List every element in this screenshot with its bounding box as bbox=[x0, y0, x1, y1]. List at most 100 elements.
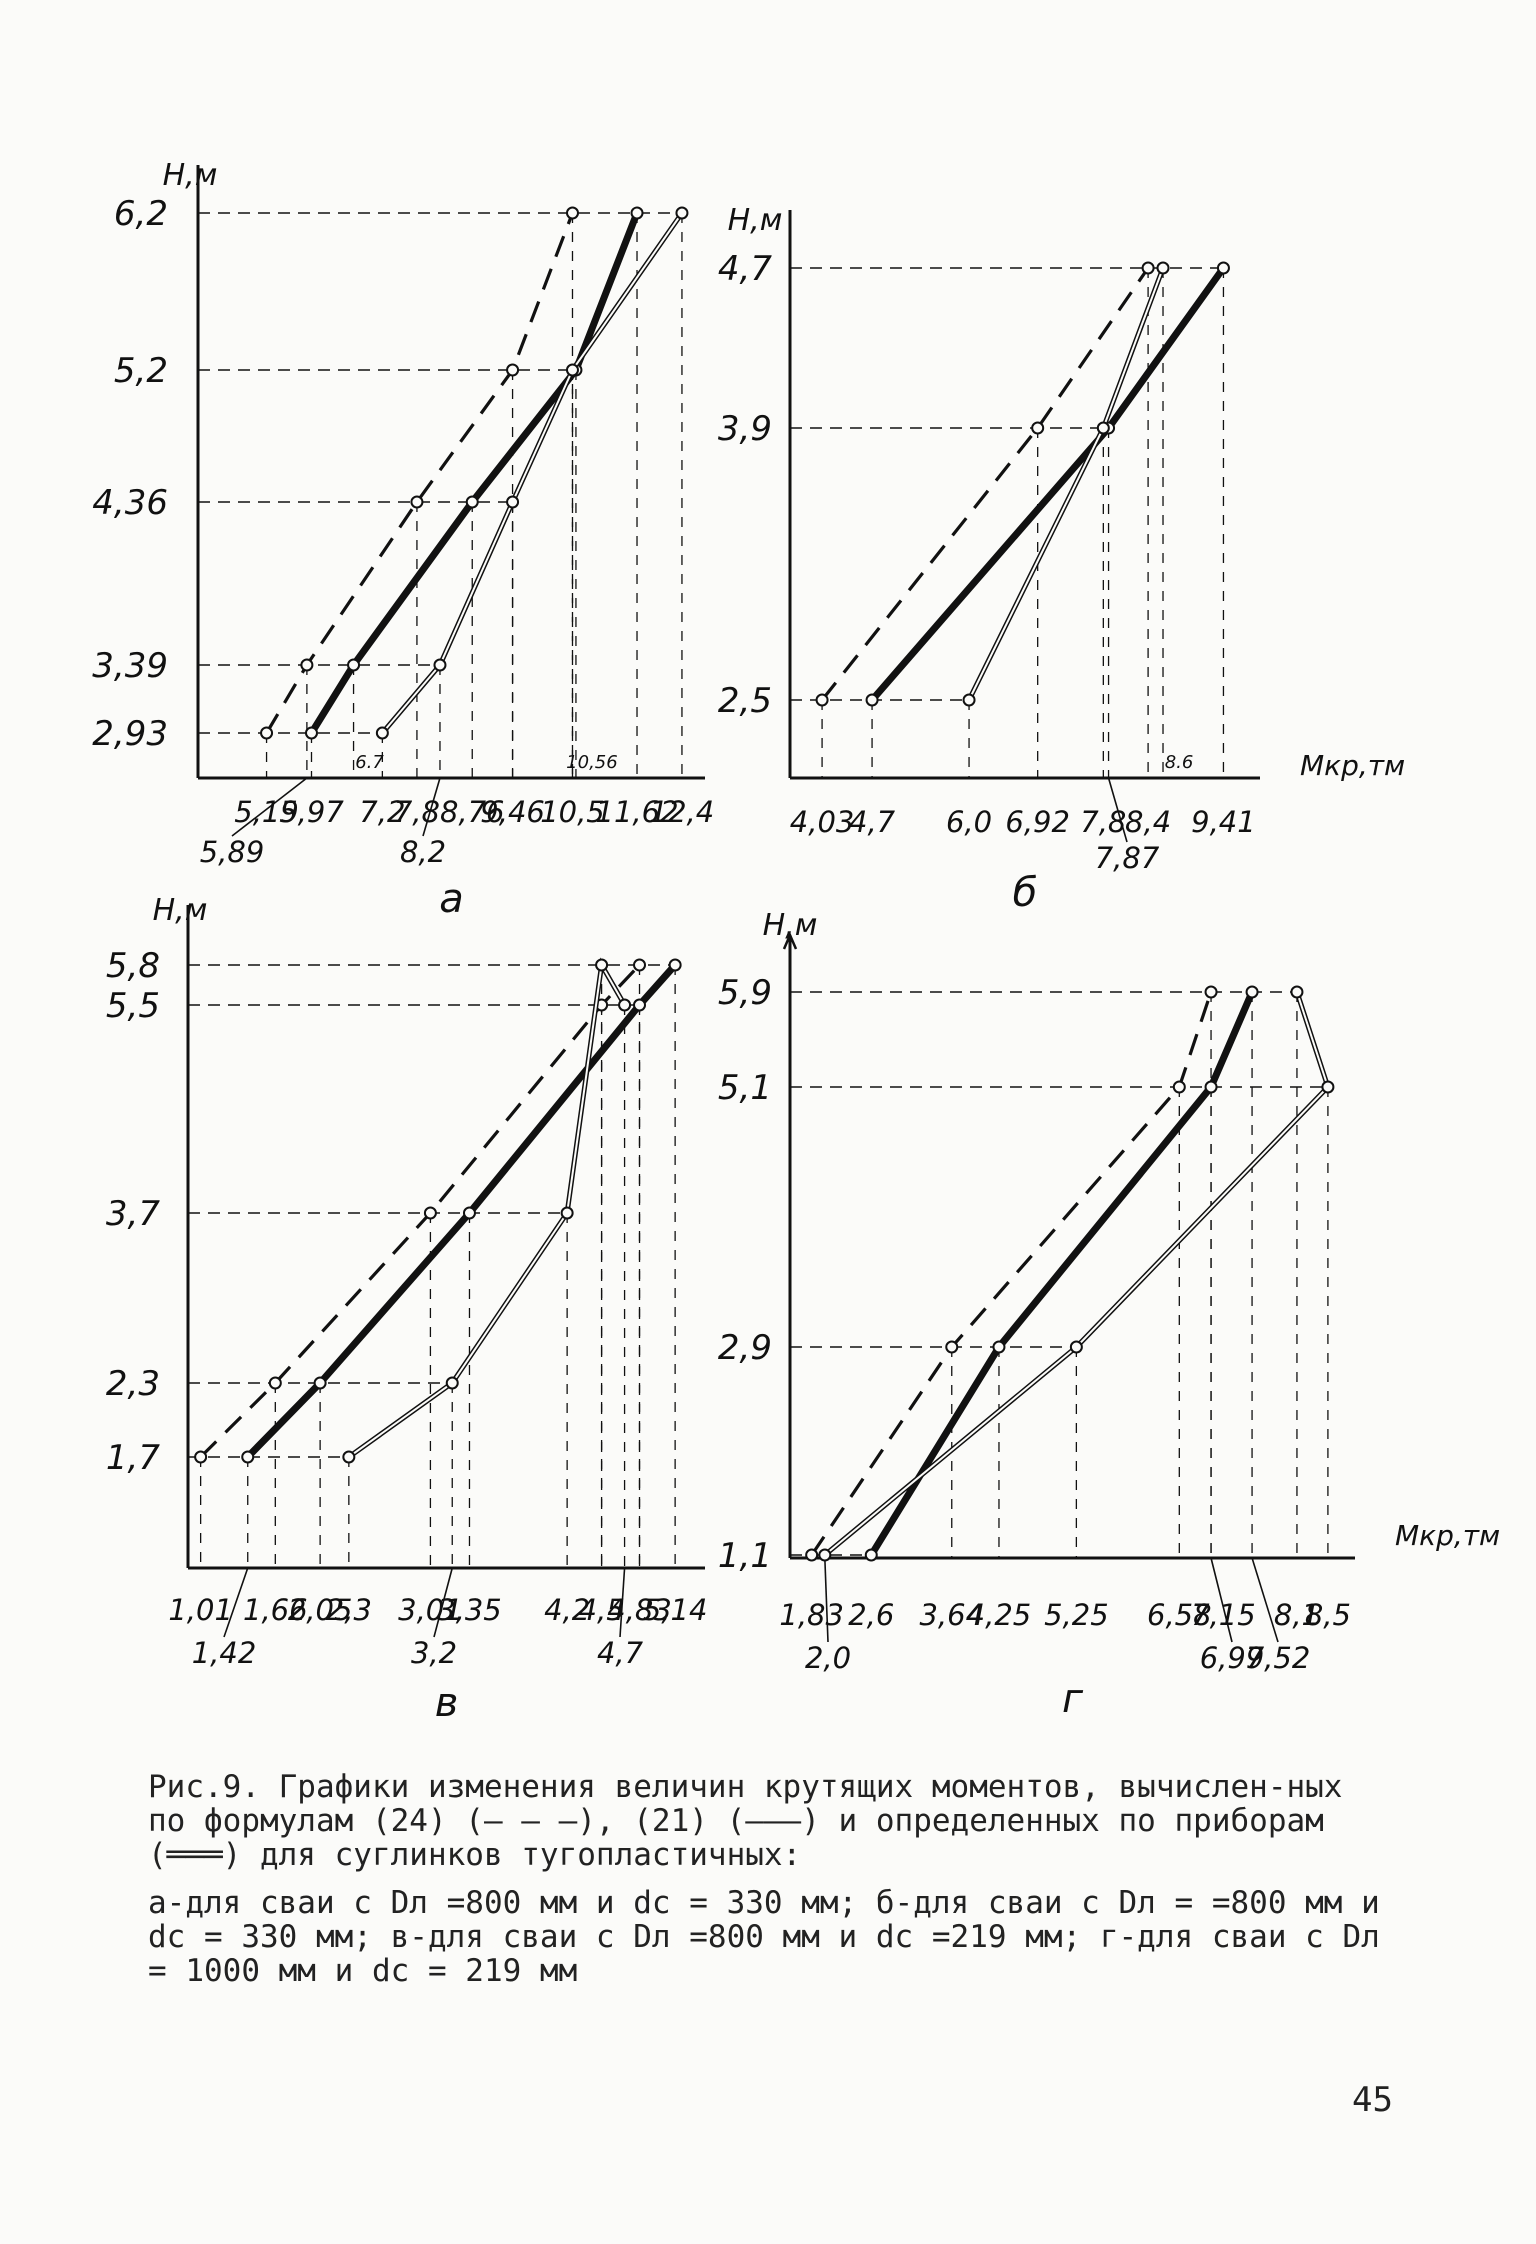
x-tick-label: 5,19 bbox=[234, 795, 299, 829]
y-axis-arrow bbox=[782, 931, 798, 950]
data-point-thick bbox=[992, 1340, 1006, 1354]
series-formula-24-line bbox=[820, 267, 1150, 701]
x-tick-label: 4,03 bbox=[790, 805, 855, 839]
x-tick-label: 8,4 bbox=[1125, 805, 1171, 839]
data-point-dashed bbox=[410, 495, 424, 509]
x-tick-leader bbox=[231, 777, 308, 837]
x-axis-title: Mкр,тм bbox=[1395, 1519, 1500, 1552]
x-axis-title: Mкр,тм bbox=[1300, 749, 1405, 782]
data-point-thick bbox=[1204, 1080, 1218, 1094]
series-instrument-line-outer bbox=[966, 267, 1166, 702]
series-formula-24-line bbox=[199, 963, 641, 1459]
x-tick-label: 12,4 bbox=[650, 795, 715, 829]
data-point-double bbox=[1096, 421, 1110, 435]
x-tick-label: 2,6 bbox=[848, 1598, 894, 1632]
y-tick-label: 2,5 bbox=[718, 681, 772, 721]
y-tick-label: 6,2 bbox=[114, 194, 168, 234]
x-tick-leader bbox=[824, 1557, 829, 1643]
panel-4: Н,м Mкр,тм 5,9 5,1 2,9 1,11,83 2,6 3,644,25 5,25… bbox=[718, 908, 1500, 1722]
x-tick-label-secondary: 6,99 bbox=[1200, 1641, 1265, 1675]
x-tick-label: 4,25 bbox=[967, 1598, 1032, 1632]
y-tick-label: 2,9 bbox=[718, 1328, 772, 1368]
x-tick-label-secondary: 1,42 bbox=[192, 1636, 257, 1670]
series-formula-21-line bbox=[308, 211, 641, 735]
x-tick-label: 2,05 bbox=[288, 1593, 353, 1627]
x-tick-label: 4,83 bbox=[607, 1593, 672, 1627]
data-point-dashed bbox=[633, 958, 647, 972]
x-tick-label-secondary: 3,2 bbox=[411, 1636, 457, 1670]
x-tick-label-secondary: 5,89 bbox=[200, 835, 265, 869]
data-point-dashed bbox=[565, 206, 579, 220]
data-point-double bbox=[1321, 1080, 1335, 1094]
x-tick-label: 7,2 bbox=[359, 795, 405, 829]
series-instrument-line-inner bbox=[968, 267, 1164, 701]
data-point-dashed bbox=[945, 1340, 959, 1354]
x-tick-leader bbox=[433, 1567, 454, 1638]
x-tick-label: 1,01 bbox=[168, 1593, 233, 1627]
x-tick-label: 7,15 bbox=[1191, 1598, 1256, 1632]
x-tick-label: 4,2 bbox=[544, 1593, 590, 1627]
data-point-double bbox=[618, 998, 632, 1012]
x-tick-leader bbox=[1251, 1557, 1279, 1643]
y-tick-label: 5,8 bbox=[106, 946, 160, 986]
series-instrument-line-inner bbox=[824, 991, 1330, 1556]
y-tick-label: 3,39 bbox=[92, 646, 168, 686]
x-tick-label: 9,46 bbox=[480, 795, 545, 829]
y-tick-label: 3,7 bbox=[106, 1194, 160, 1234]
figure-caption: Рис.9. Графики изменения величин крутящи… bbox=[148, 1770, 1398, 2002]
series-formula-24-line bbox=[810, 991, 1213, 1556]
panel-3: Н,м5,85,53,72,31,71,01 1,662,052,3 3,013,3… bbox=[106, 893, 707, 1726]
x-tick-label: 8,1 bbox=[1274, 1598, 1320, 1632]
caption-line-1: Рис.9. Графики изменения величин крутящи… bbox=[148, 1769, 1343, 1873]
data-point-dashed bbox=[260, 726, 274, 740]
data-point-thick bbox=[313, 1376, 327, 1390]
series-formula-21-line bbox=[869, 265, 1227, 703]
axis-inner-label: 10,56 bbox=[566, 752, 618, 773]
data-point-dashed bbox=[805, 1548, 819, 1562]
data-point-double bbox=[506, 495, 520, 509]
data-point-dashed bbox=[1031, 421, 1045, 435]
data-point-thick bbox=[1216, 261, 1230, 275]
data-point-double bbox=[1290, 985, 1304, 999]
y-axis-title: Н,м bbox=[153, 893, 208, 928]
x-tick-label: 6,58 bbox=[1147, 1598, 1212, 1632]
y-axis-title: Н,м bbox=[163, 158, 218, 193]
x-tick-label: 7,8 bbox=[394, 795, 440, 829]
x-tick-label: 9,41 bbox=[1191, 805, 1256, 839]
data-point-thick bbox=[241, 1450, 255, 1464]
panel-label: в bbox=[435, 1680, 459, 1726]
data-point-dashed bbox=[815, 693, 829, 707]
x-tick-label-secondary: 7,87 bbox=[1095, 841, 1160, 875]
data-point-dashed bbox=[1204, 985, 1218, 999]
y-tick-label: 5,1 bbox=[718, 1068, 772, 1108]
y-tick-label: 4,7 bbox=[718, 249, 772, 289]
caption-line-2: а-для сваи с Dл =800 мм и dс = 330 мм; б… bbox=[148, 1885, 1380, 1989]
data-point-double bbox=[1069, 1340, 1083, 1354]
x-tick-leader bbox=[619, 1567, 626, 1638]
page-number: 45 bbox=[1352, 2080, 1393, 2120]
panel-label: г bbox=[1062, 1676, 1084, 1722]
y-tick-label: 1,1 bbox=[718, 1536, 772, 1576]
data-point-dashed bbox=[506, 363, 520, 377]
data-point-double bbox=[595, 958, 609, 972]
data-point-thick bbox=[864, 1548, 878, 1562]
x-tick-label: 1,66 bbox=[243, 1593, 308, 1627]
data-point-double bbox=[560, 1206, 574, 1220]
x-tick-label: 4,7 bbox=[849, 805, 896, 839]
x-tick-label-secondary: 4,7 bbox=[597, 1636, 644, 1670]
data-point-thick bbox=[304, 726, 318, 740]
x-tick-label-secondary: 8,2 bbox=[400, 835, 446, 869]
data-point-double bbox=[433, 658, 447, 672]
data-point-thick bbox=[347, 658, 361, 672]
data-point-thick bbox=[462, 1206, 476, 1220]
data-point-dashed bbox=[423, 1206, 437, 1220]
x-tick-label: 3,64 bbox=[919, 1598, 984, 1632]
data-point-double bbox=[565, 363, 579, 377]
data-point-double bbox=[375, 726, 389, 740]
series-formula-24-line bbox=[265, 212, 574, 734]
y-tick-label: 3,9 bbox=[718, 409, 772, 449]
y-tick-label: 5,2 bbox=[114, 351, 168, 391]
y-tick-label: 5,5 bbox=[106, 986, 160, 1026]
x-tick-leader bbox=[1210, 1557, 1233, 1643]
